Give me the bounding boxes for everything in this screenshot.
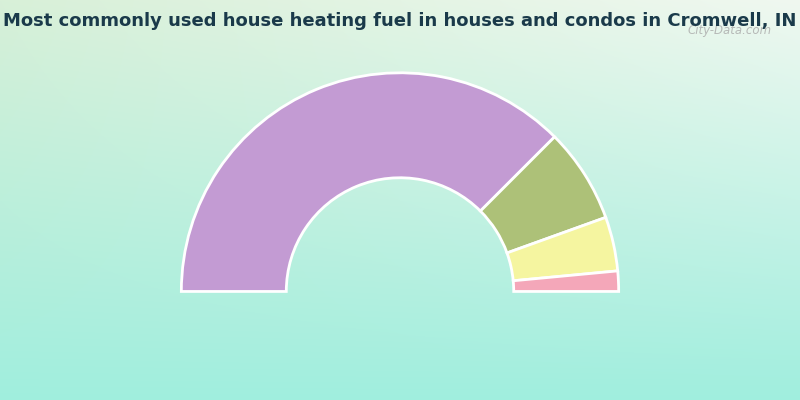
Text: City-Data.com: City-Data.com	[688, 24, 772, 37]
Wedge shape	[182, 73, 554, 292]
Wedge shape	[481, 137, 606, 253]
Text: Most commonly used house heating fuel in houses and condos in Cromwell, IN: Most commonly used house heating fuel in…	[3, 12, 797, 30]
Wedge shape	[514, 271, 618, 292]
Wedge shape	[507, 217, 618, 281]
